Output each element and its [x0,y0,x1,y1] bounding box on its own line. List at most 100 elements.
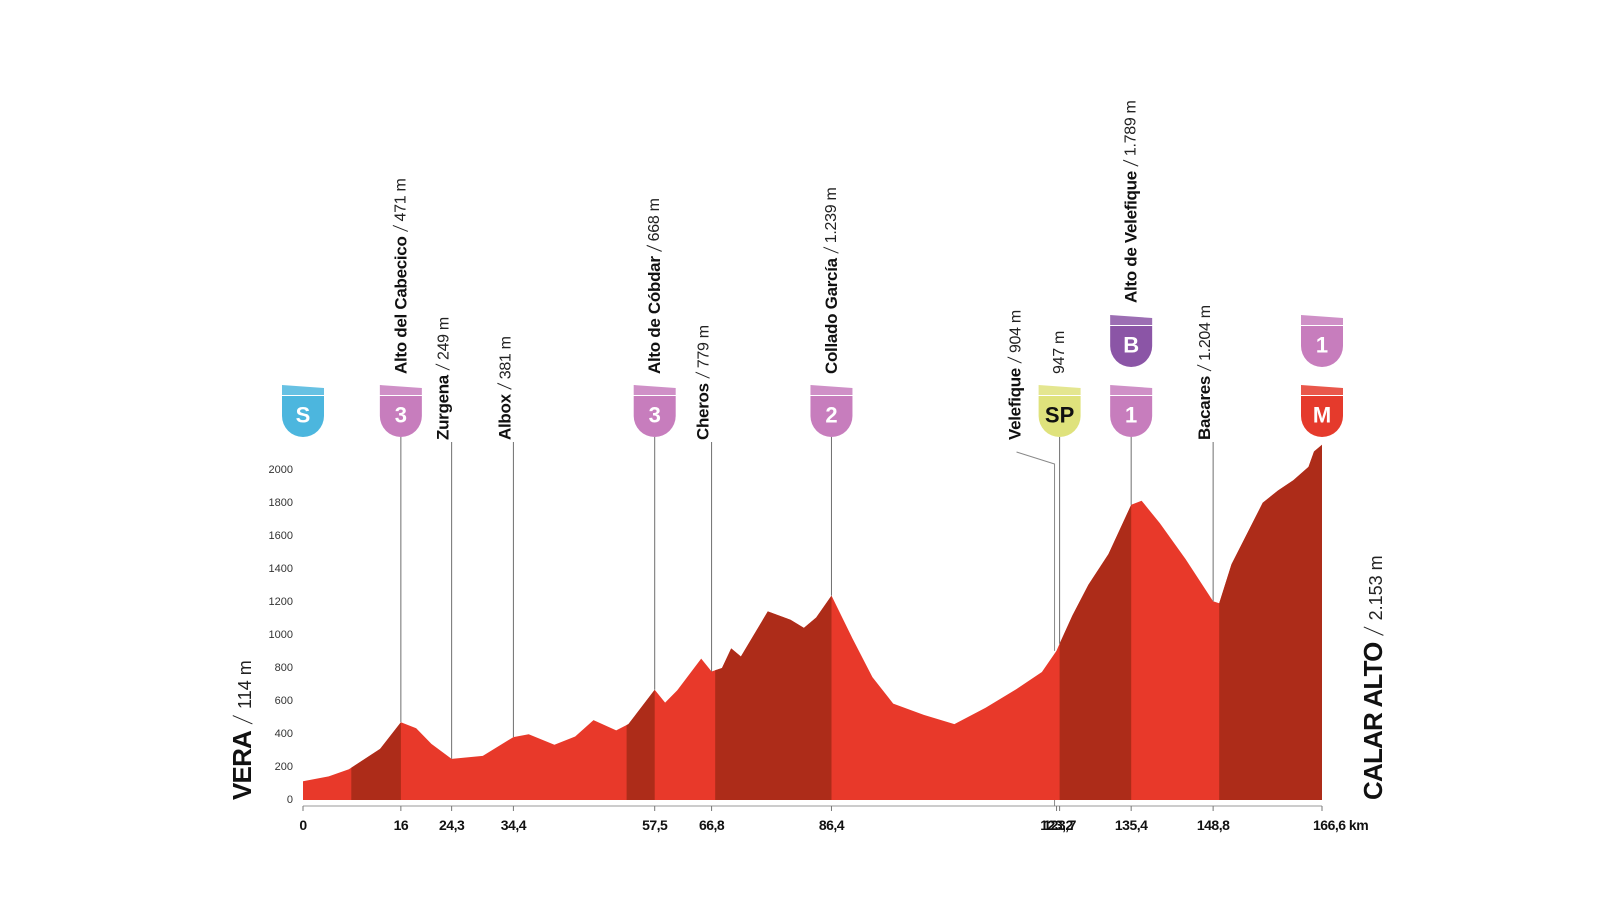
x-tick-label: 24,3 [439,817,465,833]
y-tick-label: 1400 [269,563,293,575]
badge-flag [1038,385,1081,395]
y-tick-label: 1000 [269,629,293,641]
x-tick-label: 66,8 [699,817,725,833]
point-elevation: 1.204 m [1197,305,1214,361]
point-elevation: 1.789 m [1123,100,1140,156]
climb-section [1059,504,1132,800]
x-tick-label: 135,4 [1115,817,1148,833]
point-name: Cheros [694,383,713,440]
separator [435,363,450,371]
x-tick-label: 86,4 [819,817,845,833]
badge-text: B [1123,333,1139,358]
badge: 1 [1110,385,1153,437]
point-elevation: 114 m [235,660,255,709]
badge-text: 2 [825,403,837,428]
leader-line [1016,451,1056,651]
badge-flag [1110,385,1153,395]
x-tick-label: 16 [394,817,409,833]
separator [1196,364,1212,372]
point-label: Alto de Cóbdar 668 m [645,198,664,374]
badge-text: S [296,403,311,428]
point-elevation: 471 m [392,178,409,221]
x-tick-label: 123,2 [1040,817,1073,833]
badge: 3 [633,385,676,437]
badge-shield [1038,396,1081,437]
badge-flag [1301,315,1343,325]
x-tick-label: 57,5 [642,817,668,833]
y-tick-label: 800 [275,662,293,674]
x-tick-label: 0 [299,817,307,833]
y-tick-label: 200 [275,761,293,773]
badge-shield [1301,396,1343,437]
point-elevation: 779 m [696,325,713,368]
point-label: Cheros 779 m [694,325,713,440]
y-tick-label: 600 [275,695,293,707]
point-label: VERA 114 m [227,660,257,800]
point-elevation: 381 m [497,336,514,379]
point-label: Alto del Cabecico 471 m [391,178,410,374]
badge-flag [1301,385,1343,395]
point-label: Zurgena 249 m [434,317,453,440]
badge-shield [810,396,853,437]
badge: 3 [379,385,422,437]
y-tick-label: 1200 [269,596,293,608]
badge-text: 3 [395,403,407,428]
badge-text: 1 [1316,333,1328,358]
y-tick-label: 0 [287,794,293,806]
point-elevation: 668 m [646,198,663,241]
point-name: Bacares [1195,376,1214,440]
badge-shield [1110,396,1153,437]
badge-text: SP [1045,403,1074,428]
separator [646,244,662,252]
badge-flag [633,385,676,395]
badge-flag [379,385,422,395]
badge-flag [1110,315,1153,325]
x-tick-label: 148,8 [1197,817,1230,833]
y-tick-label: 1600 [269,530,293,542]
point-label: Albox 381 m [495,336,514,440]
point-name: Zurgena [434,374,453,440]
climb-section [351,722,401,800]
separator [1363,626,1384,636]
y-tick-label: 2000 [269,464,293,476]
climb-section [715,595,832,800]
badge: 1 [1301,315,1343,367]
point-elevation: 947 m [1051,331,1068,374]
point-label: Velefique 904 m [1006,310,1025,440]
point-label: CALAR ALTO 2.153 m [1358,555,1388,800]
point-name: Albox [495,393,514,440]
point-label: Bacares 1.204 m [1195,305,1214,440]
separator [392,224,409,232]
separator [823,246,839,254]
point-name: Alto de Velefique [1122,171,1141,303]
point-name: Alto de Cóbdar [645,256,664,374]
x-tick-label: 34,4 [501,817,527,833]
badge-shield [282,396,324,437]
badge: B [1110,315,1153,367]
point-elevation: 904 m [1008,310,1025,353]
point-name: VERA [227,730,257,800]
badge-flag [282,385,324,395]
point-name: Alto del Cabecico [391,236,410,374]
x-tick-label: 123,7 [1043,817,1076,833]
point-name: CALAR ALTO [1358,642,1388,800]
badge: SP [1038,385,1081,437]
point-name: Collado García [822,257,841,374]
point-elevation: 249 m [436,317,453,360]
point-name: Velefique [1006,368,1025,440]
badge-shield [379,396,422,437]
climb-section [1219,444,1322,800]
point-elevation: 1.239 m [823,188,840,244]
badge: S [282,385,324,437]
point-label: Alto de Velefique 1.789 m [1122,100,1141,303]
badge: 2 [810,385,853,437]
x-tick-label: 166,6 km [1313,817,1368,833]
y-tick-label: 400 [275,728,293,740]
separator [1122,159,1139,167]
point-label: Collado García 1.239 m [822,188,841,375]
climb-section [626,689,655,800]
badge-flag [810,385,853,395]
badge-shield [633,396,676,437]
point-label: 947 m [1051,331,1068,374]
